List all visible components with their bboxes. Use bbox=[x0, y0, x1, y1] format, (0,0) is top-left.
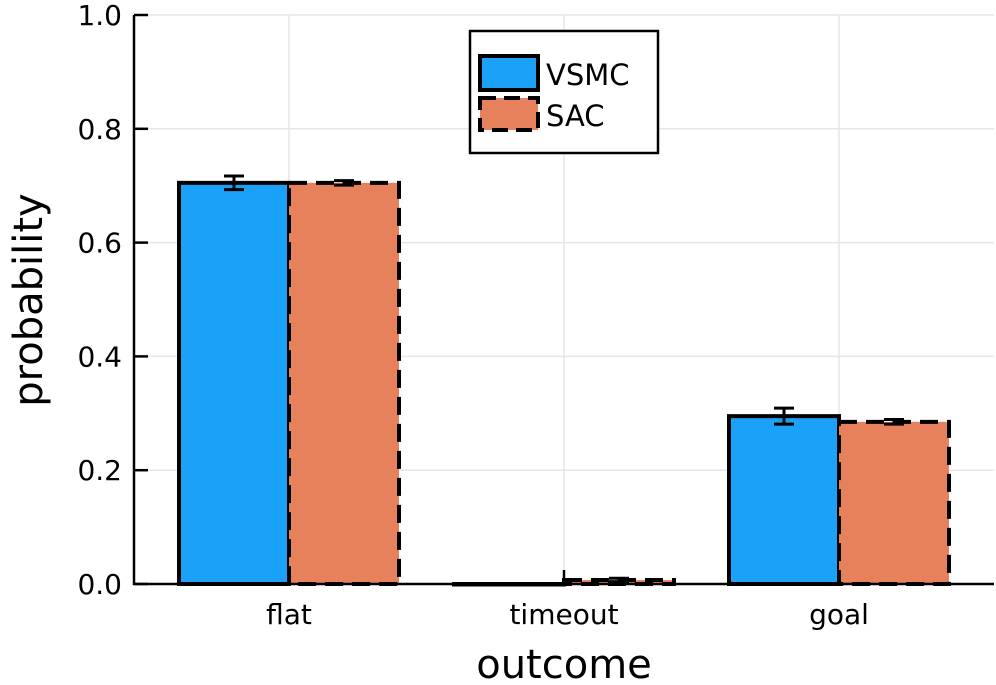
error-bars bbox=[224, 174, 904, 584]
y-tick-label: 0.4 bbox=[77, 340, 122, 373]
bars bbox=[177, 180, 951, 587]
bar-vsmc-goal bbox=[727, 414, 841, 586]
legend-label-sac: SAC bbox=[546, 99, 605, 133]
y-tick-label: 0.2 bbox=[77, 454, 122, 487]
y-axis-label: probability bbox=[6, 193, 52, 406]
tick-labels: 0.0 0.2 0.4 0.6 0.8 1.0 flat timeout goal bbox=[77, 0, 868, 631]
legend-label-vsmc: VSMC bbox=[546, 58, 630, 92]
legend: VSMC SAC bbox=[468, 29, 660, 155]
legend-swatch-sac bbox=[478, 96, 540, 132]
x-tick-label: timeout bbox=[509, 598, 618, 631]
y-tick-label: 1.0 bbox=[77, 0, 122, 32]
x-tick-label: flat bbox=[266, 598, 312, 631]
bar-sac-flat bbox=[287, 180, 401, 586]
x-axis-label: outcome bbox=[476, 642, 652, 685]
y-tick-label: 0.8 bbox=[77, 113, 122, 146]
bar-sac-goal bbox=[837, 419, 951, 586]
x-tick-label: goal bbox=[809, 598, 869, 631]
axes bbox=[132, 13, 994, 586]
y-tick-label: 0.0 bbox=[77, 568, 122, 601]
bar-vsmc-flat bbox=[177, 180, 291, 586]
y-tick-label: 0.6 bbox=[77, 227, 122, 260]
legend-swatch-vsmc bbox=[478, 54, 540, 92]
